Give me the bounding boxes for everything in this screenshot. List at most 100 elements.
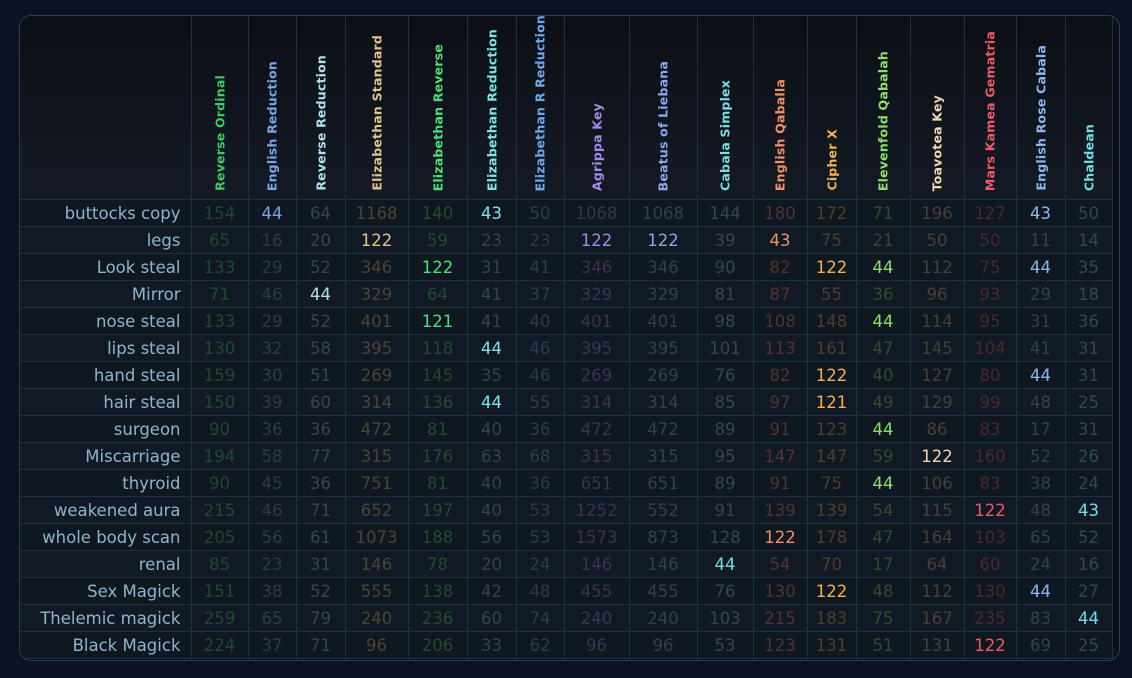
value-cell[interactable]: 64	[909, 550, 965, 578]
value-cell[interactable]: 36	[1064, 307, 1113, 335]
value-cell[interactable]: 90	[190, 469, 249, 497]
value-cell[interactable]: 82	[752, 253, 808, 281]
value-cell[interactable]: 51	[295, 361, 346, 389]
row-label[interactable]: lips steal	[20, 334, 192, 362]
value-cell[interactable]: 71	[295, 496, 346, 524]
value-cell[interactable]: 44	[855, 253, 911, 281]
value-cell[interactable]: 651	[628, 469, 698, 497]
value-cell[interactable]: 26	[1064, 442, 1113, 470]
value-cell[interactable]: 1068	[563, 199, 630, 227]
value-cell[interactable]: 128	[696, 523, 754, 551]
value-cell[interactable]: 44	[696, 550, 754, 578]
value-cell[interactable]: 139	[806, 496, 857, 524]
value-cell[interactable]: 36	[515, 469, 565, 497]
value-cell[interactable]: 82	[752, 361, 808, 389]
value-cell[interactable]: 56	[247, 523, 297, 551]
value-cell[interactable]: 552	[628, 496, 698, 524]
value-cell[interactable]: 144	[696, 199, 754, 227]
value-cell[interactable]: 154	[190, 199, 249, 227]
value-cell[interactable]: 150	[190, 388, 249, 416]
value-cell[interactable]: 74	[515, 604, 565, 632]
value-cell[interactable]: 133	[190, 307, 249, 335]
column-header[interactable]: English Rose Cabala	[1015, 16, 1066, 200]
column-header[interactable]: English Qaballa	[752, 16, 808, 200]
value-cell[interactable]: 31	[1015, 307, 1066, 335]
value-cell[interactable]: 52	[1015, 442, 1066, 470]
value-cell[interactable]: 89	[696, 415, 754, 443]
value-cell[interactable]: 148	[806, 307, 857, 335]
value-cell[interactable]: 31	[295, 550, 346, 578]
value-cell[interactable]: 14	[1064, 226, 1113, 254]
value-cell[interactable]: 215	[190, 496, 249, 524]
value-cell[interactable]: 75	[963, 253, 1017, 281]
value-cell[interactable]: 76	[696, 361, 754, 389]
column-header[interactable]: Cipher X	[806, 16, 857, 200]
value-cell[interactable]: 45	[247, 469, 297, 497]
value-cell[interactable]: 31	[1064, 361, 1113, 389]
row-label[interactable]: hand steal	[20, 361, 192, 389]
value-cell[interactable]: 47	[855, 523, 911, 551]
value-cell[interactable]: 50	[515, 199, 565, 227]
column-header[interactable]: Elevenfold Qabalah	[855, 16, 911, 200]
value-cell[interactable]: 54	[752, 550, 808, 578]
value-cell[interactable]: 50	[1064, 199, 1113, 227]
value-cell[interactable]: 98	[696, 307, 754, 335]
row-label[interactable]: legs	[20, 226, 192, 254]
value-cell[interactable]: 188	[407, 523, 468, 551]
value-cell[interactable]: 96	[628, 631, 698, 659]
value-cell[interactable]: 40	[466, 415, 517, 443]
value-cell[interactable]: 91	[752, 469, 808, 497]
value-cell[interactable]: 122	[752, 523, 808, 551]
row-label[interactable]: Black Magick	[20, 631, 192, 659]
value-cell[interactable]: 146	[628, 550, 698, 578]
value-cell[interactable]: 121	[407, 307, 468, 335]
row-label[interactable]: Miscarriage	[20, 442, 192, 470]
value-cell[interactable]: 63	[466, 442, 517, 470]
value-cell[interactable]: 95	[696, 442, 754, 470]
value-cell[interactable]: 20	[295, 226, 346, 254]
value-cell[interactable]: 53	[696, 631, 754, 659]
value-cell[interactable]: 81	[407, 469, 468, 497]
value-cell[interactable]: 314	[628, 388, 698, 416]
value-cell[interactable]: 139	[752, 496, 808, 524]
value-cell[interactable]: 11	[1015, 226, 1066, 254]
value-cell[interactable]: 269	[344, 361, 409, 389]
value-cell[interactable]: 472	[628, 415, 698, 443]
value-cell[interactable]: 44	[855, 469, 911, 497]
value-cell[interactable]: 1573	[563, 523, 630, 551]
value-cell[interactable]: 194	[190, 442, 249, 470]
value-cell[interactable]: 44	[855, 307, 911, 335]
value-cell[interactable]: 101	[696, 334, 754, 362]
value-cell[interactable]: 24	[1064, 469, 1113, 497]
value-cell[interactable]: 131	[909, 631, 965, 659]
value-cell[interactable]: 23	[247, 550, 297, 578]
value-cell[interactable]: 651	[563, 469, 630, 497]
column-header[interactable]: Beatus of Liebana	[628, 16, 698, 200]
value-cell[interactable]: 48	[1015, 496, 1066, 524]
value-cell[interactable]: 42	[466, 577, 517, 605]
column-header[interactable]: Elizabethan Reverse	[407, 16, 468, 200]
value-cell[interactable]: 40	[515, 307, 565, 335]
value-cell[interactable]: 43	[1064, 496, 1113, 524]
value-cell[interactable]: 147	[806, 442, 857, 470]
value-cell[interactable]: 59	[407, 226, 468, 254]
value-cell[interactable]: 33	[466, 631, 517, 659]
row-label[interactable]: hair steal	[20, 388, 192, 416]
value-cell[interactable]: 75	[806, 226, 857, 254]
value-cell[interactable]: 346	[563, 253, 630, 281]
value-cell[interactable]: 240	[344, 604, 409, 632]
value-cell[interactable]: 145	[909, 334, 965, 362]
column-header[interactable]: Cabala Simplex	[696, 16, 754, 200]
value-cell[interactable]: 1073	[344, 523, 409, 551]
row-label[interactable]: Sex Magick	[20, 577, 192, 605]
value-cell[interactable]: 44	[1015, 253, 1066, 281]
value-cell[interactable]: 58	[295, 334, 346, 362]
value-cell[interactable]: 115	[909, 496, 965, 524]
value-cell[interactable]: 395	[563, 334, 630, 362]
value-cell[interactable]: 91	[752, 415, 808, 443]
value-cell[interactable]: 53	[515, 496, 565, 524]
value-cell[interactable]: 183	[806, 604, 857, 632]
value-cell[interactable]: 55	[806, 280, 857, 308]
value-cell[interactable]: 123	[806, 415, 857, 443]
value-cell[interactable]: 90	[696, 253, 754, 281]
